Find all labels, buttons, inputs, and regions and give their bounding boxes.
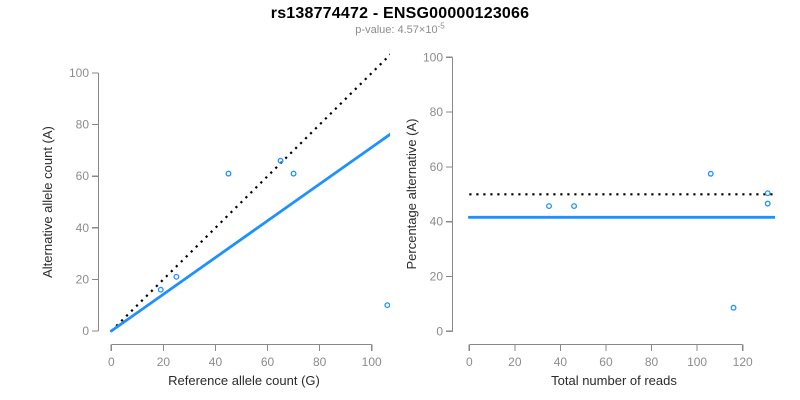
y-axis-title: Percentage alternative (A) — [404, 118, 419, 269]
data-point — [157, 286, 164, 293]
allele-counts-panel: 0 20 40 60 80 100 0 20 40 60 80 100 Reference allele… — [40, 53, 390, 388]
pvalue-exponent: -5 — [437, 21, 445, 31]
data-point — [571, 203, 578, 210]
page-title: rs138774472 - ENSG00000123066 — [270, 5, 530, 22]
y-tick-label: 80 — [76, 118, 90, 132]
x-tick-label: 80 — [645, 355, 659, 369]
fit-line — [109, 132, 390, 333]
x-tick-label: 40 — [554, 355, 568, 369]
pvalue-text: p-value: 4.57×10 — [355, 24, 438, 36]
y-tick-label: 100 — [69, 66, 89, 80]
data-point — [173, 273, 180, 280]
data-point — [764, 200, 771, 207]
data-point — [730, 304, 737, 311]
x-tick-label: 100 — [362, 355, 382, 369]
data-point — [546, 203, 552, 210]
x-tick-label: 100 — [687, 355, 707, 369]
data-point — [384, 302, 390, 309]
data-point — [707, 170, 714, 177]
data-layer — [109, 53, 390, 333]
percentage-panel: 0 20 40 60 80 100 120 0 20 40 60 80 100 Total number … — [404, 50, 775, 388]
y-tick-label: 20 — [430, 270, 444, 284]
x-tick-label: 120 — [733, 355, 753, 369]
y-tick-label: 60 — [430, 160, 444, 174]
y-axis-title: Alternative allele count (A) — [40, 126, 55, 278]
x-tick-label: 60 — [599, 355, 613, 369]
page-subtitle: p-value: 4.57×10-5 — [0, 21, 800, 36]
x-tick-label: 20 — [508, 355, 522, 369]
y-tick-label: 80 — [430, 105, 444, 119]
data-point — [225, 170, 232, 177]
y-tick-label: 0 — [82, 324, 89, 338]
x-tick-label: 60 — [261, 355, 275, 369]
x-tick-label: 20 — [157, 355, 171, 369]
data-point — [764, 190, 771, 197]
y-tick-label: 20 — [76, 272, 90, 286]
identity-line — [110, 53, 390, 332]
data-point — [277, 157, 284, 164]
y-tick-label: 100 — [423, 50, 443, 64]
x-axis-title: Reference allele count (G) — [168, 373, 320, 388]
data-layer — [467, 170, 775, 311]
y-tick-label: 40 — [430, 215, 444, 229]
y-tick-label: 0 — [436, 324, 443, 338]
y-tick-label: 40 — [76, 221, 90, 235]
x-tick-label: 0 — [108, 355, 115, 369]
x-axis-title: Total number of reads — [551, 373, 677, 388]
x-tick-label: 80 — [313, 355, 327, 369]
x-tick-label: 40 — [209, 355, 223, 369]
y-tick-label: 60 — [76, 169, 90, 183]
x-tick-label: 0 — [466, 355, 473, 369]
data-point — [290, 170, 297, 177]
